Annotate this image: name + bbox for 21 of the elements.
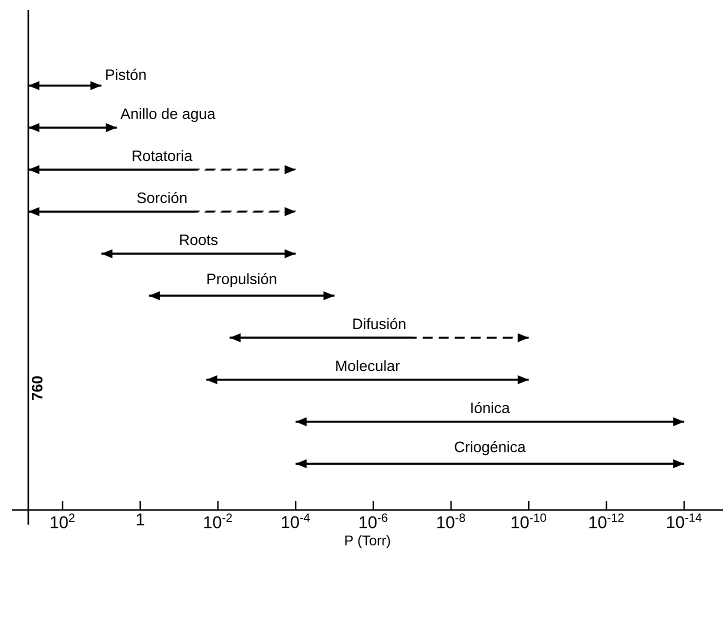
y-tick-label: Anillo de agua — [120, 108, 216, 122]
x-tick-label: 10$^{-2}$ — [204, 514, 232, 528]
x-tick-label: 10$^{-4}$ — [282, 514, 310, 528]
x-tick-label: 1 — [136, 514, 144, 526]
x-tick-label: 10$^{-8}$ — [437, 514, 466, 528]
ref-line-label: 760 — [32, 376, 42, 400]
y-tick-label: Pistón — [106, 68, 146, 80]
y-tick-label: Criogénica — [454, 441, 526, 456]
y-tick-label: Molecular — [336, 360, 400, 372]
y-tick-label: Roots — [180, 234, 218, 246]
y-tick-label: Iónica — [471, 402, 510, 414]
y-tick-label: Sorción — [137, 192, 186, 204]
y-tick-label: Propulsión — [207, 272, 276, 288]
x-tick-label: 10$^{-10}$ — [512, 514, 546, 528]
x-tick-label: 10$^{-12}$ — [589, 514, 624, 528]
x-tick-label: 10$^{-6}$ — [360, 514, 388, 528]
x-tick-label: 10$^{-14}$ — [667, 514, 702, 528]
x-axis-title: P (Torr) — [345, 535, 390, 548]
y-tick-label: Rotatoria — [132, 150, 192, 162]
x-tick-label: 10$^{2}$ — [50, 514, 74, 528]
y-tick-label: Difusión — [353, 318, 406, 330]
